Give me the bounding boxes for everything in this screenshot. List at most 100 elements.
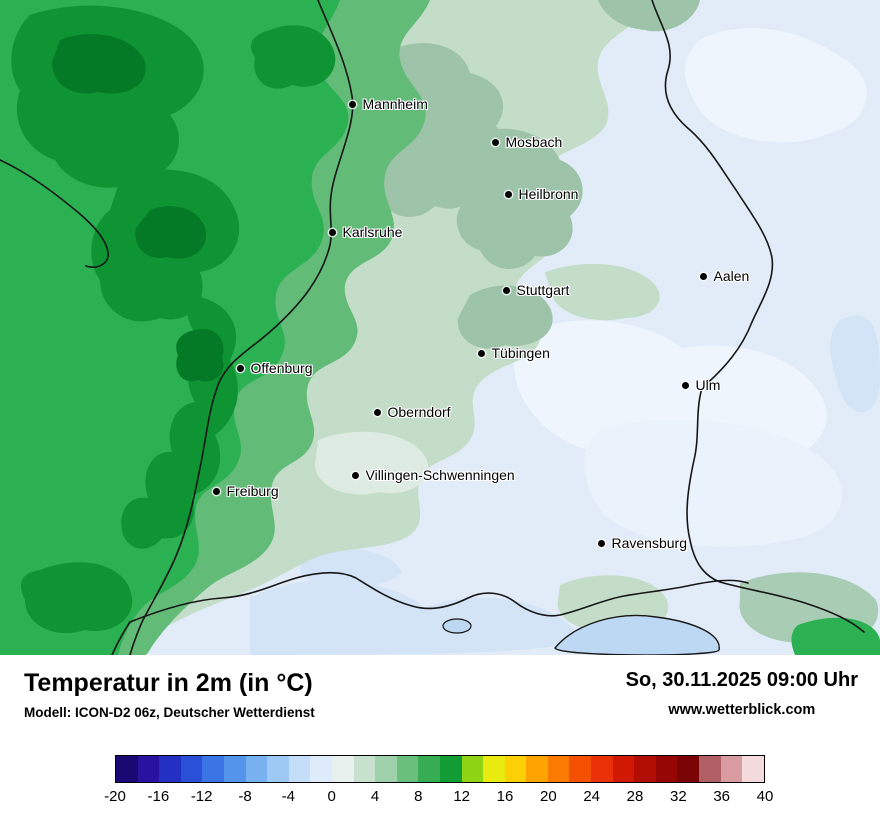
city-marker: Mannheim (348, 96, 428, 112)
city-dot (681, 381, 689, 389)
legend-color-segment (569, 756, 592, 782)
city-dot (502, 286, 510, 294)
legend-tick-label: -20 (104, 788, 126, 805)
city-dot (212, 487, 220, 495)
legend-tick-label: -12 (190, 788, 213, 805)
legend-tick-label: -8 (238, 788, 252, 805)
legend-tick-labels: -20 -16 -12 -8 -4 0 4 8 12 16 20 24 28 32 36 40 (104, 788, 773, 808)
border-east-bavaria (651, 0, 865, 633)
legend-color-segment (699, 756, 721, 782)
legend-tick-label: 0 (327, 788, 336, 805)
city-label: Mosbach (505, 134, 563, 150)
legend-colorbar (115, 755, 765, 783)
city-dot (373, 408, 381, 416)
legend-color-segment (655, 756, 678, 782)
temperature-field-graphic (0, 0, 880, 655)
legend-color-segment (202, 756, 224, 782)
city-dot (597, 539, 605, 547)
legend-color-segment (483, 756, 505, 782)
legend-tick-label: 36 (713, 788, 730, 805)
city-marker: Freiburg (212, 483, 279, 499)
small-lake (442, 618, 472, 634)
legend-color-segment (526, 756, 548, 782)
city-dot (351, 471, 359, 479)
legend-color-segment (504, 756, 527, 782)
city-marker: Oberndorf (373, 404, 451, 420)
legend-color-segment (677, 756, 700, 782)
city-marker: Tübingen (477, 345, 550, 361)
legend-color-segment (310, 756, 332, 782)
website-label: www.wetterblick.com (668, 702, 816, 718)
city-label: Karlsruhe (342, 224, 403, 240)
city-dot (236, 364, 244, 372)
city-dot (491, 138, 499, 146)
map-title: Temperatur in 2m (in °C) (24, 669, 313, 697)
city-marker: Ravensburg (597, 535, 688, 551)
city-marker: Karlsruhe (328, 224, 403, 240)
legend-color-segment (612, 756, 635, 782)
city-label: Ravensburg (611, 535, 688, 551)
temperature-legend: -20 -16 -12 -8 -4 0 4 8 12 16 20 24 28 32 36 40 (104, 755, 773, 808)
legend-color-segment (591, 756, 613, 782)
city-label: Tübingen (491, 345, 550, 361)
legend-tick-label: 32 (669, 788, 687, 805)
legend-color-segment (288, 756, 311, 782)
legend-color-segment (396, 756, 419, 782)
legend-color-segment (634, 756, 656, 782)
city-marker: Villingen-Schwenningen (351, 467, 515, 483)
legend-color-segment (742, 756, 764, 782)
city-label: Offenburg (250, 360, 313, 376)
city-marker: Aalen (699, 268, 750, 284)
legend-color-segment (353, 756, 376, 782)
legend-color-segment (439, 756, 462, 782)
city-marker: Mosbach (491, 134, 563, 150)
legend-color-segment (245, 756, 268, 782)
legend-tick-label: -4 (281, 788, 295, 805)
border-switzerland (129, 571, 749, 623)
city-dot (328, 228, 336, 236)
legend-color-segment (159, 756, 181, 782)
legend-color-segment (180, 756, 203, 782)
city-label: Stuttgart (516, 282, 570, 298)
city-dot (477, 349, 485, 357)
legend-color-segment (267, 756, 289, 782)
legend-color-segment (116, 756, 138, 782)
legend-color-segment (461, 756, 484, 782)
model-info: Modell: ICON-D2 06z, Deutscher Wetterdie… (24, 705, 315, 720)
legend-tick-label: 8 (414, 788, 423, 805)
legend-color-segment (223, 756, 246, 782)
city-label: Mannheim (362, 96, 428, 112)
border-southwest-tail (111, 621, 131, 655)
city-marker: Stuttgart (502, 282, 570, 298)
city-label: Oberndorf (387, 404, 451, 420)
legend-tick-label: 20 (539, 788, 557, 805)
legend-color-segment (331, 756, 354, 782)
city-label: Ulm (695, 377, 721, 393)
legend-color-segment (137, 756, 160, 782)
legend-tick-label: 16 (496, 788, 514, 805)
city-dot (348, 100, 356, 108)
legend-color-segment (720, 756, 743, 782)
city-label: Freiburg (226, 483, 279, 499)
border-rhine-west (129, 0, 354, 655)
legend-color-segment (375, 756, 397, 782)
city-marker: Ulm (681, 377, 721, 393)
valid-datetime: So, 30.11.2025 09:00 Uhr (625, 669, 858, 691)
legend-tick-label: -16 (147, 788, 170, 805)
border-northwest (0, 159, 109, 268)
city-label: Heilbronn (518, 186, 579, 202)
city-marker-layer: Mannheim Mosbach Heilbronn Karlsruhe Aalen St… (212, 96, 750, 551)
city-label: Aalen (713, 268, 750, 284)
footer-panel: Temperatur in 2m (in °C) Modell: ICON-D2… (0, 655, 880, 830)
temperature-map: Mannheim Mosbach Heilbronn Karlsruhe Aalen St… (0, 0, 880, 655)
city-label: Villingen-Schwenningen (365, 467, 515, 483)
city-marker: Heilbronn (504, 186, 579, 202)
legend-tick-label: 24 (583, 788, 600, 805)
legend-tick-label: 28 (626, 788, 644, 805)
legend-color-segment (547, 756, 570, 782)
legend-tick-label: 40 (756, 788, 774, 805)
legend-color-segment (418, 756, 440, 782)
city-dot (699, 272, 707, 280)
lake-constance (554, 614, 720, 655)
